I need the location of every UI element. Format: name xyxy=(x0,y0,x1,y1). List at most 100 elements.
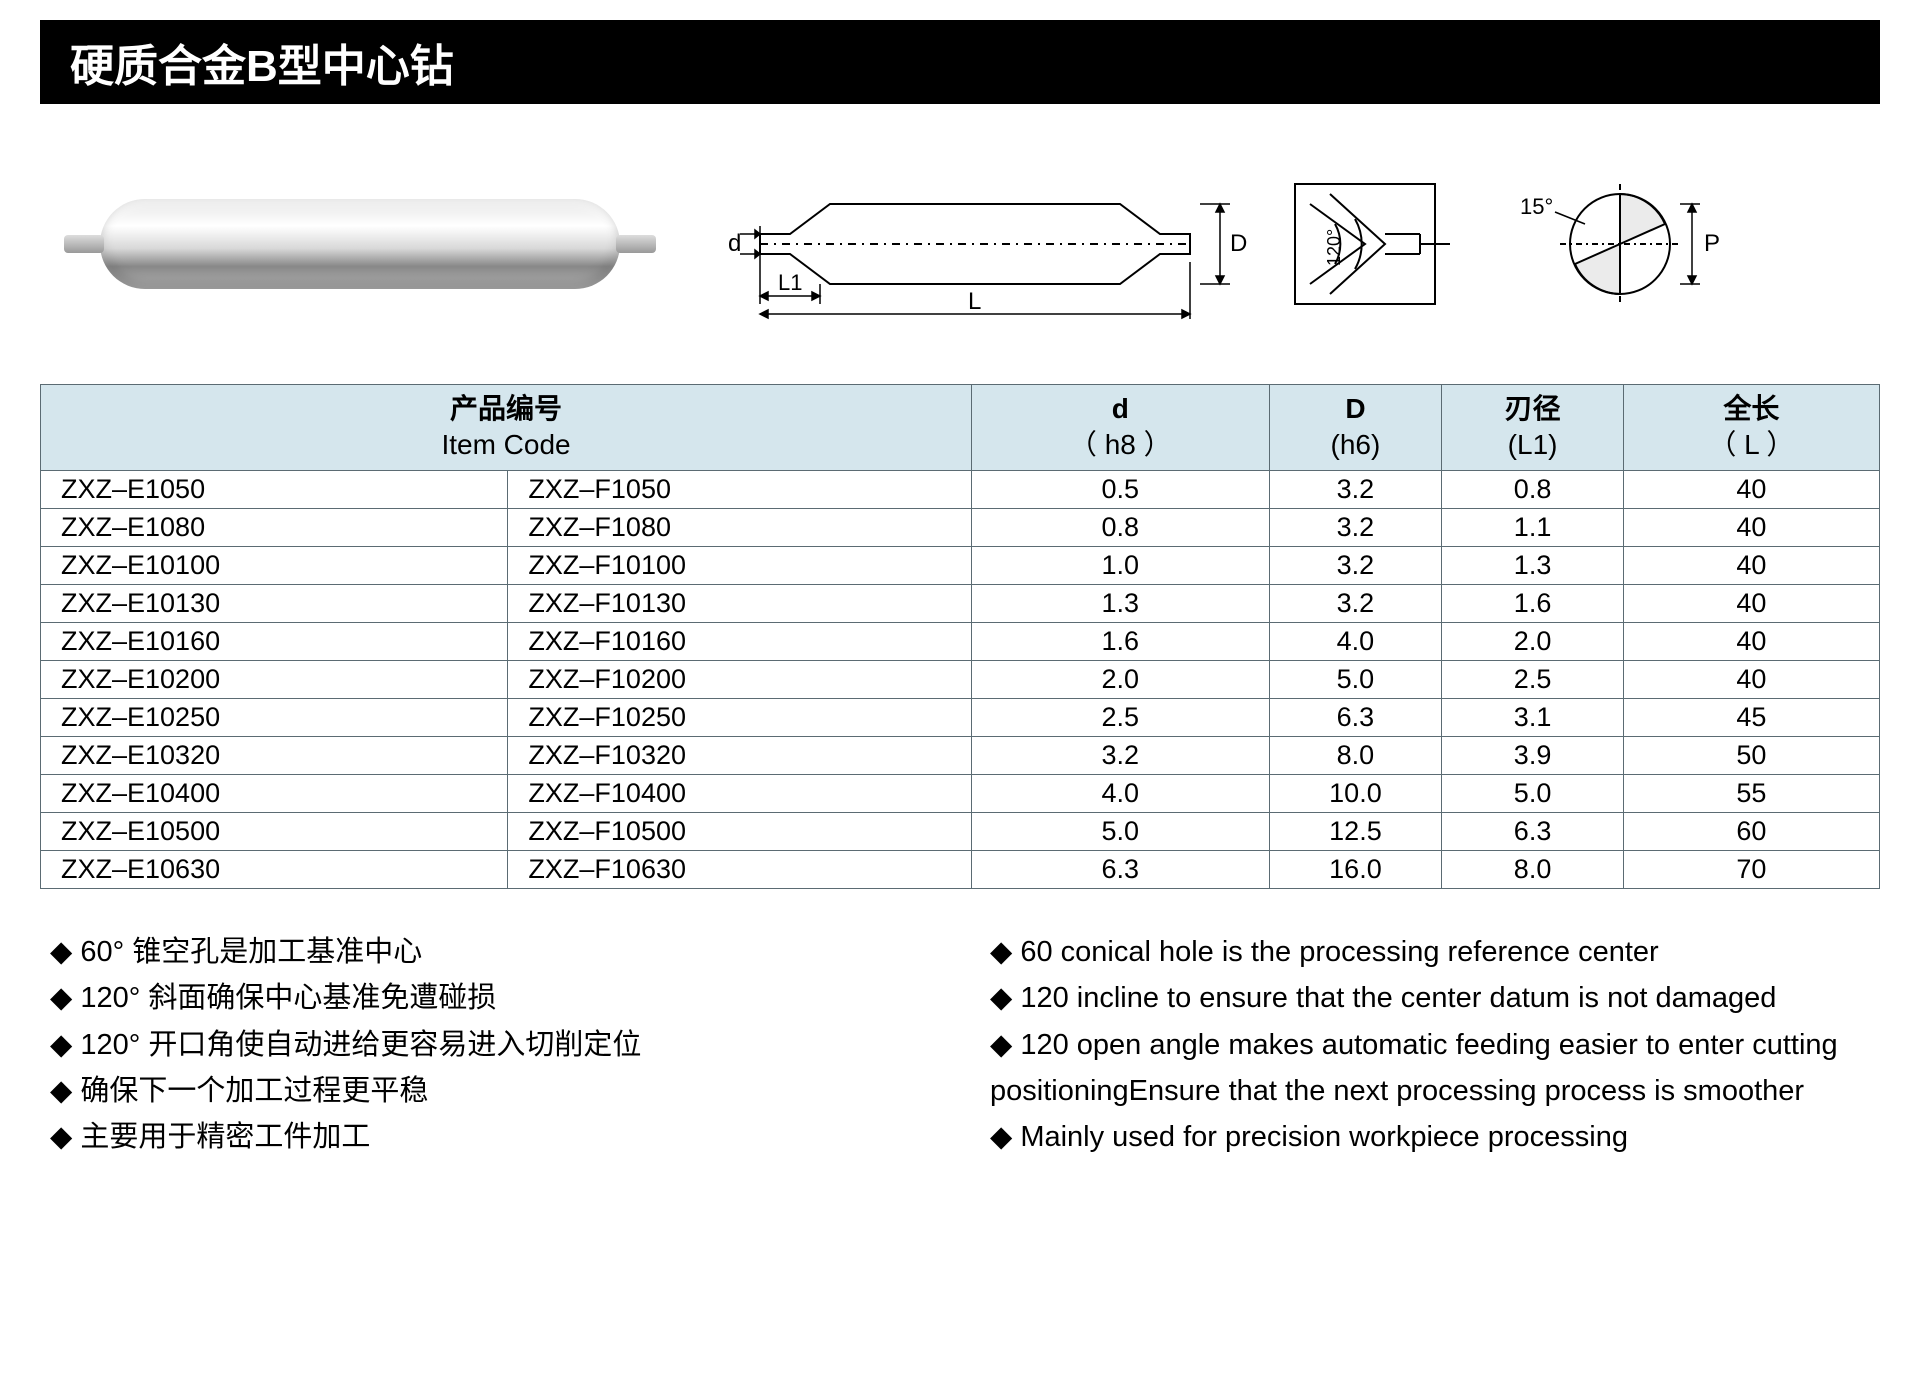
table-cell: 40 xyxy=(1623,470,1879,508)
col-header-en: (L1) xyxy=(1450,427,1614,463)
table-cell: 1.3 xyxy=(1442,546,1623,584)
table-cell: ZXZ–E10400 xyxy=(41,774,508,812)
table-cell: 3.2 xyxy=(1269,470,1442,508)
table-cell: 3.1 xyxy=(1442,698,1623,736)
table-cell: 12.5 xyxy=(1269,812,1442,850)
note-line: ◆主要用于精密工件加工 xyxy=(50,1114,930,1160)
note-line: ◆ 120 incline to ensure that the center … xyxy=(990,975,1870,1021)
note-line: ◆120° 开口角使自动进给更容易进入切削定位 xyxy=(50,1022,930,1068)
table-head: 产品编号Item Coded（ h8 ）D(h6)刃径(L1)全长（ L ） xyxy=(41,385,1880,471)
table-cell: 8.0 xyxy=(1442,850,1623,888)
note-line: ◆ 120 open angle makes automatic feeding… xyxy=(990,1022,1870,1068)
note-line: ◆ Mainly used for precision workpiece pr… xyxy=(990,1114,1870,1160)
diagram-box: d L1 L xyxy=(700,164,1840,324)
table-row: ZXZ–E10160ZXZ–F101601.64.02.040 xyxy=(41,622,1880,660)
bullet-icon: ◆ xyxy=(50,929,72,975)
table-cell: 1.6 xyxy=(1442,584,1623,622)
table-row: ZXZ–E10630ZXZ–F106306.316.08.070 xyxy=(41,850,1880,888)
table-cell: 1.0 xyxy=(972,546,1269,584)
bullet-icon: ◆ xyxy=(990,1022,1012,1068)
table-cell: 1.1 xyxy=(1442,508,1623,546)
table-cell: 3.2 xyxy=(1269,584,1442,622)
label-15: 15° xyxy=(1520,194,1553,219)
col-header-en: Item Code xyxy=(49,427,963,463)
note-text: 60 conical hole is the processing refere… xyxy=(1020,929,1658,975)
label-l: L xyxy=(968,288,981,315)
table-cell: 40 xyxy=(1623,622,1879,660)
table-cell: 2.0 xyxy=(972,660,1269,698)
note-text: 120° 开口角使自动进给更容易进入切削定位 xyxy=(80,1022,641,1068)
col-header: 全长（ L ） xyxy=(1623,385,1879,471)
table-cell: 50 xyxy=(1623,736,1879,774)
table-cell: 40 xyxy=(1623,508,1879,546)
table-cell: 2.0 xyxy=(1442,622,1623,660)
angle-diagram: 60° 120° xyxy=(1290,164,1470,324)
side-diagram: d L1 L xyxy=(700,164,1260,324)
table-cell: ZXZ–E10200 xyxy=(41,660,508,698)
col-header-en: （ L ） xyxy=(1632,427,1871,463)
table-row: ZXZ–E10320ZXZ–F103203.28.03.950 xyxy=(41,736,1880,774)
note-text: Mainly used for precision workpiece proc… xyxy=(1020,1114,1628,1160)
note-line: positioningEnsure that the next processi… xyxy=(990,1068,1870,1114)
col-header-cn: d xyxy=(980,391,1260,427)
table-cell: 5.0 xyxy=(1442,774,1623,812)
col-header: d（ h8 ） xyxy=(972,385,1269,471)
table-cell: ZXZ–E10630 xyxy=(41,850,508,888)
table-cell: ZXZ–E10250 xyxy=(41,698,508,736)
table-body: ZXZ–E1050ZXZ–F10500.53.20.840ZXZ–E1080ZX… xyxy=(41,470,1880,888)
table-cell: 0.5 xyxy=(972,470,1269,508)
table-cell: ZXZ–E10130 xyxy=(41,584,508,622)
note-text: positioningEnsure that the next processi… xyxy=(990,1068,1804,1114)
table-cell: ZXZ–F10130 xyxy=(508,584,972,622)
table-cell: ZXZ–F10320 xyxy=(508,736,972,774)
col-header-en: （ h8 ） xyxy=(980,427,1260,463)
table-cell: ZXZ–E1050 xyxy=(41,470,508,508)
table-cell: ZXZ–F10250 xyxy=(508,698,972,736)
label-big-d: D xyxy=(1230,230,1247,257)
table-cell: 45 xyxy=(1623,698,1879,736)
note-line: ◆60 conical hole is the processing refer… xyxy=(990,929,1870,975)
table-cell: 2.5 xyxy=(1442,660,1623,698)
table-row: ZXZ–E1080ZXZ–F10800.83.21.140 xyxy=(41,508,1880,546)
col-header-en: (h6) xyxy=(1278,427,1434,463)
bullet-icon: ◆ xyxy=(50,1114,72,1160)
notes-en: ◆60 conical hole is the processing refer… xyxy=(990,929,1870,1161)
page-title: 硬质合金B型中心钻 xyxy=(40,20,1880,104)
front-diagram: 15° P xyxy=(1500,164,1730,324)
table-cell: ZXZ–E10320 xyxy=(41,736,508,774)
table-cell: ZXZ–F10630 xyxy=(508,850,972,888)
table-cell: 3.2 xyxy=(972,736,1269,774)
table-cell: 3.2 xyxy=(1269,546,1442,584)
table-cell: 0.8 xyxy=(972,508,1269,546)
note-line: ◆确保下一个加工过程更平稳 xyxy=(50,1068,930,1114)
table-cell: ZXZ–F1080 xyxy=(508,508,972,546)
col-header-cn: 产品编号 xyxy=(49,391,963,427)
table-cell: 5.0 xyxy=(972,812,1269,850)
table-cell: ZXZ–F10200 xyxy=(508,660,972,698)
table-row: ZXZ–E10400ZXZ–F104004.010.05.055 xyxy=(41,774,1880,812)
note-text: 确保下一个加工过程更平稳 xyxy=(80,1068,428,1114)
figure-row: d L1 L xyxy=(40,144,1880,384)
table-cell: ZXZ–E1080 xyxy=(41,508,508,546)
col-header: 刃径(L1) xyxy=(1442,385,1623,471)
table-cell: ZXZ–F10160 xyxy=(508,622,972,660)
table-cell: ZXZ–E10500 xyxy=(41,812,508,850)
bullet-icon: ◆ xyxy=(990,975,1012,1021)
title-text: 硬质合金B型中心钻 xyxy=(70,42,454,91)
note-line: ◆120° 斜面确保中心基准免遭碰损 xyxy=(50,975,930,1021)
table-cell: 2.5 xyxy=(972,698,1269,736)
table-row: ZXZ–E10200ZXZ–F102002.05.02.540 xyxy=(41,660,1880,698)
table-cell: ZXZ–F1050 xyxy=(508,470,972,508)
label-120: 120° xyxy=(1324,229,1344,266)
bullet-icon: ◆ xyxy=(990,929,1012,975)
table-cell: 60 xyxy=(1623,812,1879,850)
table-cell: 55 xyxy=(1623,774,1879,812)
notes-section: ◆60° 锥空孔是加工基准中心◆120° 斜面确保中心基准免遭碰损◆120° 开… xyxy=(40,929,1880,1161)
table-cell: 3.2 xyxy=(1269,508,1442,546)
bullet-icon: ◆ xyxy=(50,1022,72,1068)
table-row: ZXZ–E10250ZXZ–F102502.56.33.145 xyxy=(41,698,1880,736)
note-text: 120 incline to ensure that the center da… xyxy=(1020,975,1776,1021)
table-cell: ZXZ–E10100 xyxy=(41,546,508,584)
note-text: 主要用于精密工件加工 xyxy=(80,1114,370,1160)
notes-cn: ◆60° 锥空孔是加工基准中心◆120° 斜面确保中心基准免遭碰损◆120° 开… xyxy=(50,929,930,1161)
